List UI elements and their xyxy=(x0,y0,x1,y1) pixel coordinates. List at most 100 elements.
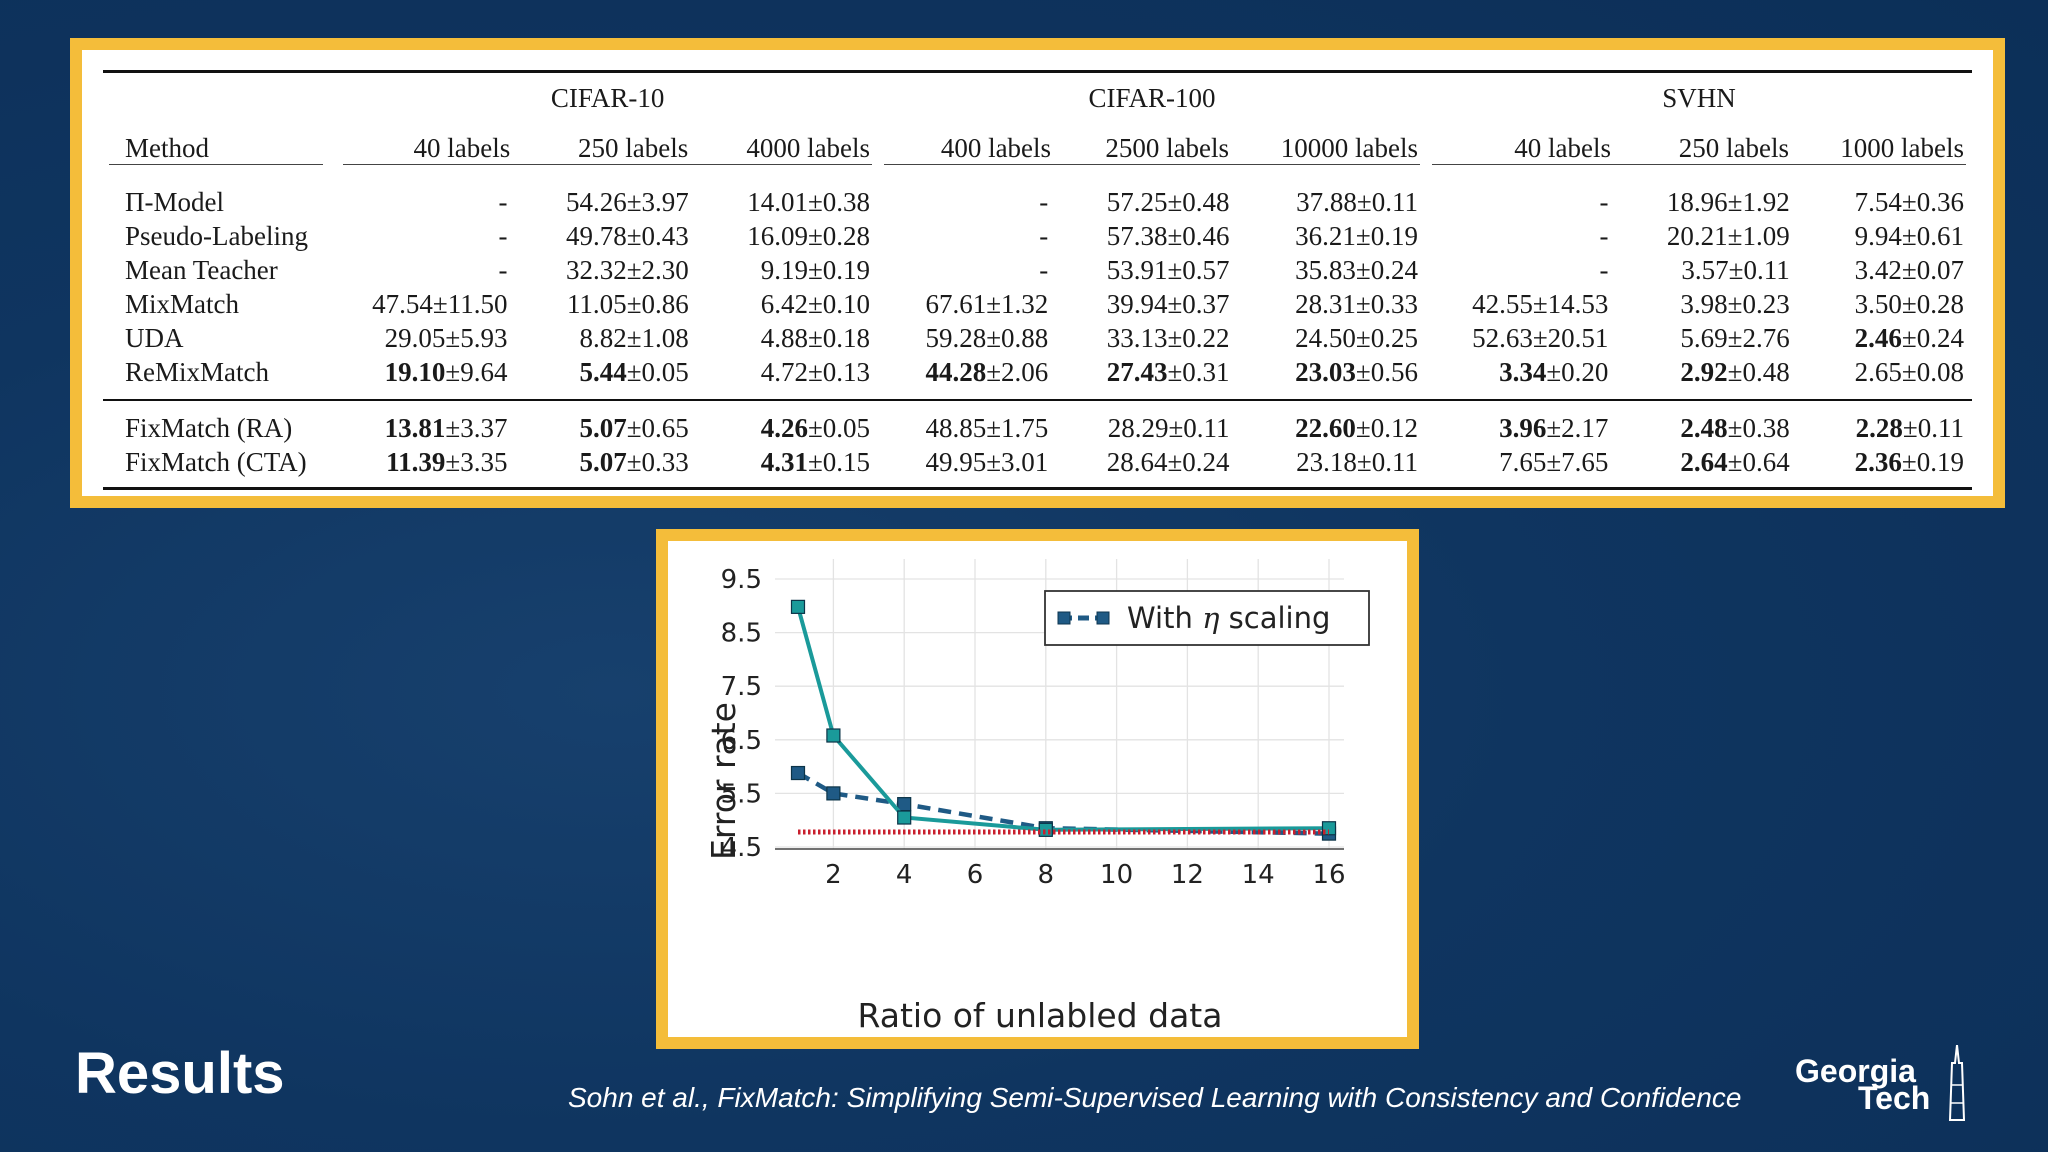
value-cell: 3.98±0.23 xyxy=(1680,289,1790,319)
column-header: 1000 labels xyxy=(1840,133,1964,163)
svhn-col-headers: 40 labels 250 labels 1000 labels xyxy=(1426,123,1972,175)
group-header-svhn: SVHN xyxy=(1662,82,1736,113)
value-cell: 48.85±1.75 xyxy=(878,399,1057,445)
value-cell: 59.28±0.88 xyxy=(925,323,1049,353)
value-cell: 53.91±0.57 xyxy=(1106,255,1230,285)
value-cell: 3.50±0.28 xyxy=(1854,289,1964,319)
data-point xyxy=(826,728,841,743)
value-cell: 16.09±0.28 xyxy=(747,221,871,251)
value-cell: 36.21±0.19 xyxy=(1295,221,1418,251)
column-header: 40 labels xyxy=(1514,133,1611,163)
value-cell: 3.57±0.11 xyxy=(1681,255,1790,285)
value-cell: 35.83±0.24 xyxy=(1295,255,1418,285)
column-header: 250 labels xyxy=(1678,133,1789,163)
method-cell: Mean Teacher xyxy=(125,255,278,285)
value-cell: 2.28±0.11 xyxy=(1797,399,1972,445)
value-cell: 28.31±0.33 xyxy=(1295,289,1418,319)
x-tick-label: 12 xyxy=(1171,860,1204,890)
value-cell: 7.65±7.65 xyxy=(1499,447,1609,477)
value-cell: 57.38±0.46 xyxy=(1106,221,1230,251)
y-axis-label: Error rate xyxy=(704,702,743,860)
value-cell: - xyxy=(1599,221,1609,251)
cifar100-col-headers: 400 labels 2500 labels 10000 labels xyxy=(878,123,1426,175)
column-header: 400 labels xyxy=(940,133,1052,163)
data-point xyxy=(790,765,806,781)
column-header: 10000 labels xyxy=(1280,133,1418,163)
group-header-cifar100: CIFAR-100 xyxy=(1088,82,1216,113)
data-point xyxy=(790,599,806,614)
x-axis-label: Ratio of unlabled data xyxy=(858,996,1223,1035)
value-cell: 14.01±0.38 xyxy=(747,187,871,217)
method-cell: FixMatch (CTA) xyxy=(125,447,307,477)
group-header-cifar10: CIFAR-10 xyxy=(550,82,665,113)
data-point xyxy=(826,786,841,801)
x-tick-label: 6 xyxy=(967,860,984,890)
value-cell: - xyxy=(1599,187,1609,217)
value-cell: 19.10±9.64 xyxy=(384,357,508,387)
y-tick-label: 6.5 xyxy=(721,726,762,756)
value-cell: 5.44±0.05 xyxy=(579,357,689,387)
x-tick-label: 8 xyxy=(1038,860,1055,890)
results-table: CIFAR-10 CIFAR-100 SVHN Method 40 labels… xyxy=(103,70,1972,490)
value-cell: 8.82±1.08 xyxy=(579,323,689,353)
value-cell: 5.07±0.33 xyxy=(579,447,689,477)
cifar10-col-headers: 40 labels 250 labels 4000 labels xyxy=(337,123,878,175)
y-tick-label: 5.5 xyxy=(721,779,762,809)
x-tick-label: 16 xyxy=(1312,860,1345,890)
table-body: Π-Model - 54.26±3.97 14.01±0.38 - 57.25±0.48 3… xyxy=(103,175,1972,489)
x-tick-label: 2 xyxy=(825,860,842,890)
y-tick-label: 7.5 xyxy=(721,672,762,702)
tower-icon xyxy=(1948,1045,1966,1121)
column-header: 250 labels xyxy=(578,133,689,163)
table-row: Pseudo-Labeling - 49.78±0.43 16.09±0.28 - 57.… xyxy=(103,219,1972,253)
value-cell: 28.64±0.24 xyxy=(1106,447,1230,477)
series-line-0 xyxy=(796,771,1330,836)
chart-panel: 2 4 6 8 10 12 14 16 4.5 5.5 6.5 7.5 8.5 9.5 Ratio of … xyxy=(656,529,1419,1049)
value-cell: 49.95±3.01 xyxy=(925,447,1049,477)
legend-label: With η scaling xyxy=(1127,601,1330,635)
value-cell: 20.21±1.09 xyxy=(1666,221,1790,251)
data-point xyxy=(897,797,912,812)
value-cell: 5.07±0.65 xyxy=(515,399,697,445)
value-cell: 11.05±0.86 xyxy=(566,289,689,319)
value-cell: 6.42±0.10 xyxy=(760,289,871,319)
value-cell: 7.54±0.36 xyxy=(1854,187,1964,217)
value-cell: - xyxy=(498,255,508,285)
value-cell: 52.63±20.51 xyxy=(1472,323,1609,353)
value-cell: 3.34±0.20 xyxy=(1499,357,1609,387)
x-tick-label: 14 xyxy=(1242,860,1275,890)
chart-axes: 2 4 6 8 10 12 14 16 4.5 5.5 6.5 7.5 8.5 9.5 xyxy=(721,565,1346,890)
table-row: Mean Teacher - 32.32±2.30 9.19±0.19 - 53.91±0… xyxy=(103,253,1972,287)
value-cell: 42.55±14.53 xyxy=(1472,289,1609,319)
value-cell: 4.26±0.05 xyxy=(696,399,879,445)
value-cell: 2.48±0.38 xyxy=(1616,399,1798,445)
value-cell: 29.05±5.93 xyxy=(384,323,508,353)
y-tick-label: 8.5 xyxy=(721,619,762,649)
data-point xyxy=(1321,821,1337,836)
results-table-panel: CIFAR-10 CIFAR-100 SVHN Method 40 labels… xyxy=(70,38,2005,508)
value-cell: - xyxy=(498,187,508,217)
value-cell: 28.29±0.11 xyxy=(1056,399,1238,445)
data-point xyxy=(897,810,912,825)
y-tick-label: 9.5 xyxy=(721,565,762,595)
value-cell: 22.60±0.12 xyxy=(1237,399,1426,445)
legend-marker xyxy=(1096,611,1110,625)
table-row: MixMatch 47.54±11.50 11.05±0.86 6.42±0.10 67… xyxy=(103,287,1972,321)
x-tick-label: 4 xyxy=(896,860,913,890)
value-cell: 4.72±0.13 xyxy=(760,357,871,387)
value-cell: - xyxy=(1039,255,1049,285)
value-cell: 44.28±2.06 xyxy=(925,357,1049,387)
x-tick-label: 10 xyxy=(1100,860,1133,890)
table-row: FixMatch (RA) 13.81±3.37 5.07±0.65 4.26±0.0… xyxy=(103,399,1972,445)
value-cell: 3.42±0.07 xyxy=(1854,255,1964,285)
value-cell: - xyxy=(1599,255,1609,285)
slide-title: Results xyxy=(75,1041,285,1106)
value-cell: 47.54±11.50 xyxy=(372,289,508,319)
value-cell: 67.61±1.32 xyxy=(925,289,1049,319)
value-cell: - xyxy=(1039,221,1049,251)
error-rate-chart: 2 4 6 8 10 12 14 16 4.5 5.5 6.5 7.5 8.5 9.5 Ratio of … xyxy=(704,559,1370,1035)
chart-legend: With η scaling xyxy=(1044,590,1370,646)
value-cell: 4.88±0.18 xyxy=(760,323,871,353)
value-cell: 3.96±2.17 xyxy=(1425,399,1617,445)
table-row: Π-Model - 54.26±3.97 14.01±0.38 - 57.25±0.48 3… xyxy=(103,175,1972,219)
